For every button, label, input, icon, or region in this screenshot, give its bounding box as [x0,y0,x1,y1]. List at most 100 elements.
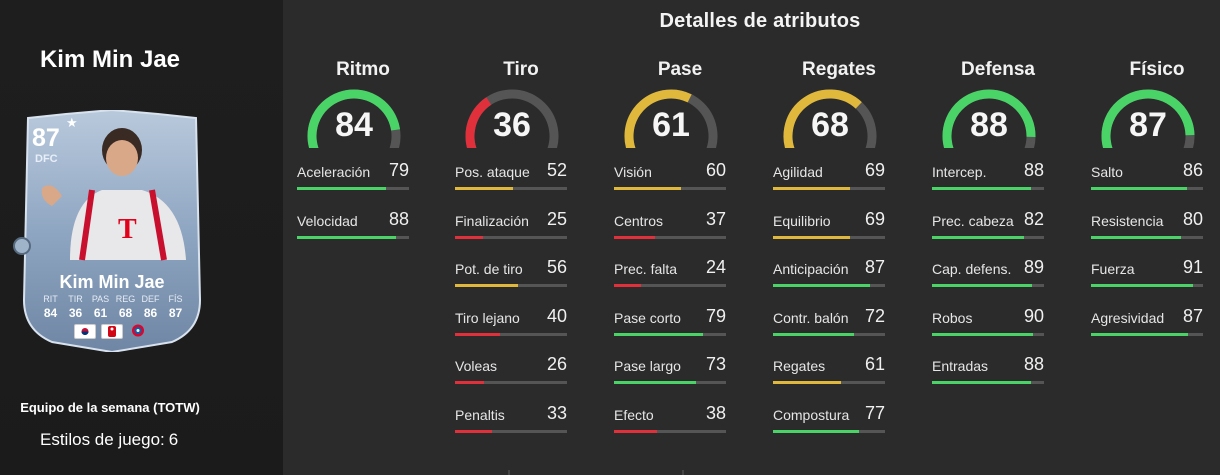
attribute-name: Centros [614,212,664,229]
gauge-arc [1101,89,1195,148]
play-styles-label: Estilos de juego: [40,430,165,449]
attribute-bar-fill [297,187,386,190]
attribute-bar [773,284,885,287]
attribute-value: 52 [546,160,567,180]
attribute-bar [1091,284,1203,287]
attribute-bar [614,381,726,384]
attribute-bar-fill [773,381,842,384]
attribute-name: Pase corto [614,309,681,326]
attribute-row: Agresividad 87 [1091,305,1220,358]
attribute-row: Visión 60 [614,160,754,212]
attribute-list: Salto 86 Resistencia 80 Fuerza 91 Agresi… [1091,160,1220,358]
attribute-row: Pos. ataque 52 [455,160,595,212]
attribute-value: 25 [546,208,567,229]
attribute-value: 69 [864,208,885,229]
attribute-bar-fill [1091,284,1193,287]
category-gauge: 88 [942,88,1042,148]
attribute-value: 79 [705,305,726,326]
card-stat-value: 84 [43,306,58,320]
attribute-name: Cap. defens. [932,261,1012,277]
attribute-name: Fuerza [1091,261,1135,277]
card-stat-value: 86 [143,306,158,320]
attribute-bar-fill [455,187,514,190]
attribute-row: Penaltis 33 [455,402,595,455]
category-name: Pase [657,59,703,80]
attribute-bar-fill [773,332,854,336]
attribute-name: Velocidad [297,212,358,229]
attribute-value: 33 [546,402,567,423]
attribute-bar-fill [932,284,1032,287]
attribute-bar [932,332,1044,336]
attribute-name: Equilibrio [773,212,831,229]
attribute-bar [1091,187,1203,190]
category-gauge: 61 [624,88,724,148]
attribute-bar [297,187,409,190]
attribute-row: Fuerza 91 [1091,257,1220,309]
category-gauge: 84 [307,88,407,148]
attribute-bar [614,187,726,190]
player-panel: Kim Min Jae T 87 DFC ★ Kim Min Jae RIT [0,0,283,475]
attribute-name: Prec. falta [614,261,678,277]
attribute-row: Voleas 26 [455,354,595,406]
attribute-bar [773,429,885,433]
attribute-bar [773,187,885,190]
attribute-bar [614,284,726,287]
attribute-value: 72 [864,305,885,326]
player-name: Kim Min Jae [39,46,181,73]
attribute-name: Penaltis [455,406,505,423]
attribute-name: Pase largo [614,358,681,374]
attribute-row: Prec. falta 24 [614,257,754,309]
attribute-row: Salto 86 [1091,160,1220,212]
attribute-bar-fill [1091,187,1188,190]
attribute-value: 26 [546,354,567,374]
card-stat-label: TIR [68,294,83,304]
attribute-bar [932,381,1044,384]
category-name: Físico [1129,59,1185,80]
attribute-row: Pase corto 79 [614,305,754,358]
category-2: Pase 61 Visión 60 Centros 37 Prec. falta … [614,58,754,454]
attribute-value: 87 [1182,305,1203,326]
attribute-bar-fill [455,284,518,287]
attribute-row: Prec. cabeza 82 [932,209,1072,261]
attribute-row: Compostura 77 [773,402,913,455]
player-card[interactable]: T 87 DFC ★ Kim Min Jae RIT TIR PAS REG D… [22,110,202,352]
card-background: T [22,110,202,352]
attribute-value: 88 [388,208,409,229]
attribute-name: Anticipación [773,261,849,277]
attribute-row: Regates 61 [773,354,913,406]
gauge-arc [624,89,718,148]
attribute-bar-fill [614,381,696,384]
attribute-name: Voleas [455,358,498,374]
attribute-value: 77 [864,402,885,423]
category-gauge: 36 [465,88,565,148]
attribute-name: Pot. de tiro [455,261,523,277]
category-1: Tiro 36 Pos. ataque 52 Finalización 25 Po… [455,58,595,454]
card-stat-values: 84 36 61 68 86 87 [38,306,188,320]
attribute-name: Agilidad [773,164,823,180]
category-value: 87 [1129,106,1167,144]
attribute-bar-fill [1091,332,1189,336]
attribute-value: 87 [864,257,885,277]
card-stat-label: REG [115,294,136,304]
attribute-value: 89 [1023,257,1044,277]
attributes-title: Detalles de atributos [659,10,861,32]
attribute-bar-fill [297,235,396,239]
attribute-bar-fill [932,187,1031,190]
attribute-bar [773,332,885,336]
attribute-value: 24 [705,257,726,277]
bundesliga-logo-icon [101,324,123,339]
attribute-name: Pos. ataque [455,164,530,180]
card-stat-labels: RIT TIR PAS REG DEF FÍS [38,294,188,304]
card-name: Kim Min Jae [59,272,165,292]
attribute-name: Entradas [932,358,989,374]
attribute-value: 38 [705,402,726,423]
attribute-name: Prec. cabeza [932,212,1014,229]
attribute-bar [614,235,726,239]
attribute-row: Agilidad 69 [773,160,913,212]
attribute-name: Contr. balón [773,309,849,326]
bayern-crest-icon [128,324,148,337]
team-of-week-label: Equipo de la semana (TOTW) [20,400,200,415]
play-styles[interactable]: Estilos de juego: 6 [40,430,178,450]
attribute-bar-fill [614,284,641,287]
attribute-value: 88 [1023,160,1044,180]
